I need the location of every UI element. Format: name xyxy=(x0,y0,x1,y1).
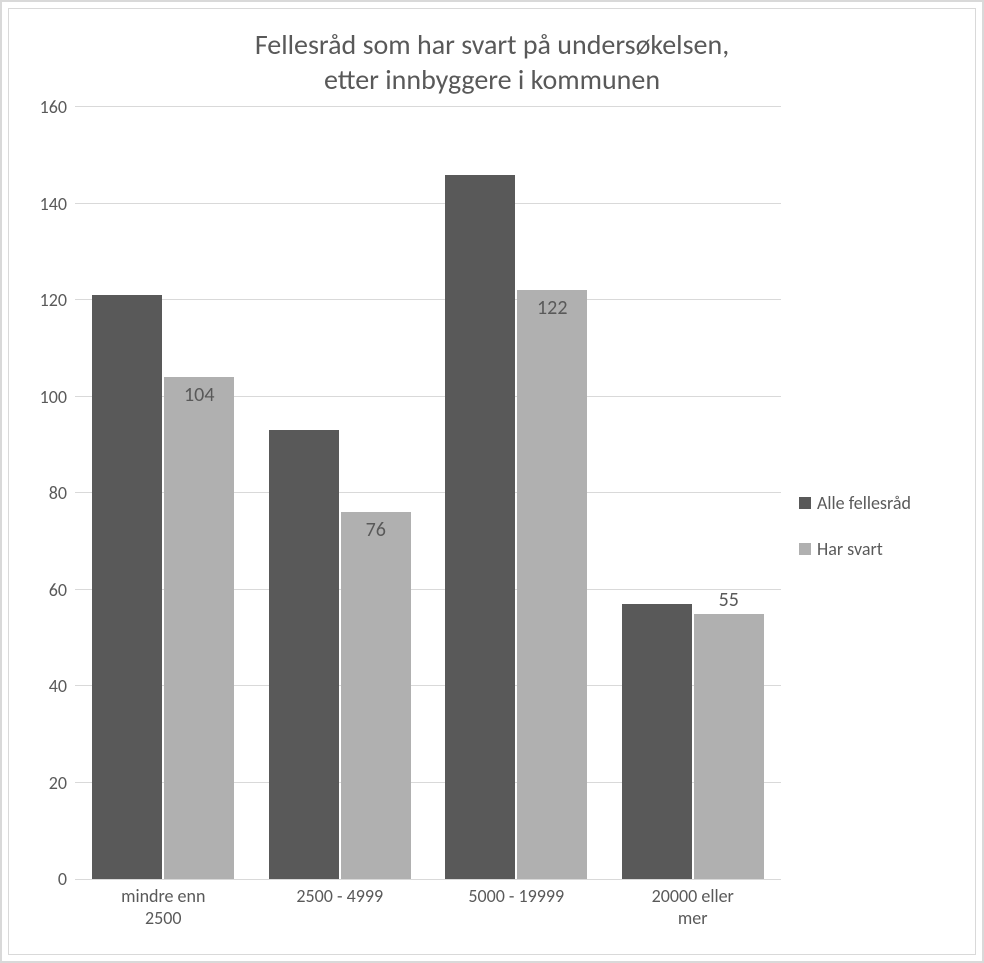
y-tick-label: 140 xyxy=(19,193,67,215)
chart-title: Fellesråd som har svart på undersøkelsen… xyxy=(9,9,975,107)
bar-value-label: 104 xyxy=(184,383,214,407)
legend-item: Alle fellesråd xyxy=(799,492,965,514)
legend: Alle fellesråd Har svart xyxy=(785,107,965,944)
legend-swatch xyxy=(799,497,811,509)
bar-group: 104 xyxy=(92,107,234,879)
chart-outer-frame: Fellesråd som har svart på undersøkelsen… xyxy=(0,0,984,963)
y-tick-label: 40 xyxy=(19,675,67,697)
legend-item: Har svart xyxy=(799,538,965,560)
bar xyxy=(92,295,162,879)
bar: 76 xyxy=(341,512,411,879)
bar-value-label: 122 xyxy=(537,296,567,320)
bar: 104 xyxy=(164,377,234,879)
bar-group: 122 xyxy=(445,107,587,879)
plot-area: 0204060801001201401601047612255 xyxy=(75,107,781,880)
legend-label: Alle fellesråd xyxy=(817,492,911,514)
chart-body: 0204060801001201401601047612255 mindre e… xyxy=(9,107,975,954)
bar xyxy=(445,175,515,879)
plot-column: 0204060801001201401601047612255 mindre e… xyxy=(19,107,785,944)
bar xyxy=(269,430,339,879)
y-tick-label: 80 xyxy=(19,482,67,504)
bar: 122 xyxy=(517,290,587,879)
x-axis: mindre enn 2500 2500 - 4999 5000 - 19999 20… xyxy=(75,880,781,944)
bar-group: 76 xyxy=(269,107,411,879)
y-tick-label: 160 xyxy=(19,96,67,118)
bar-value-label: 76 xyxy=(366,518,386,542)
bar xyxy=(622,604,692,879)
bar: 55 xyxy=(694,614,764,879)
y-tick-label: 60 xyxy=(19,579,67,601)
x-tick-label: 20000 eller mer xyxy=(652,886,734,929)
legend-label: Har svart xyxy=(817,538,883,560)
chart-inner-frame: Fellesråd som har svart på undersøkelsen… xyxy=(8,8,976,955)
y-tick-label: 20 xyxy=(19,772,67,794)
y-tick-label: 120 xyxy=(19,289,67,311)
x-tick-label: mindre enn 2500 xyxy=(121,886,205,929)
x-tick-label: 2500 - 4999 xyxy=(296,886,383,908)
y-tick-label: 0 xyxy=(19,868,67,890)
y-tick-label: 100 xyxy=(19,386,67,408)
legend-swatch xyxy=(799,543,811,555)
bar-value-label: 55 xyxy=(719,588,739,612)
x-tick-label: 5000 - 19999 xyxy=(468,886,564,908)
bar-group: 55 xyxy=(622,107,764,879)
